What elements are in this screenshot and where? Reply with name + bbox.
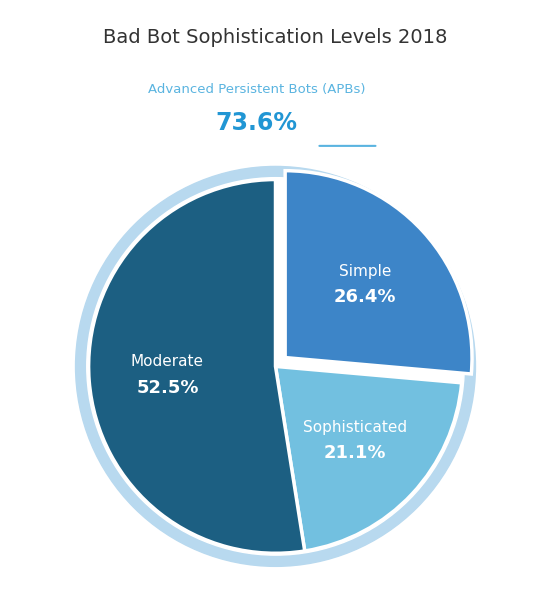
Text: Advanced Persistent Bots (APBs): Advanced Persistent Bots (APBs) <box>148 83 365 97</box>
Text: 26.4%: 26.4% <box>334 288 396 306</box>
Text: Sophisticated: Sophisticated <box>302 420 407 435</box>
Text: 52.5%: 52.5% <box>136 379 199 397</box>
Text: Bad Bot Sophistication Levels 2018: Bad Bot Sophistication Levels 2018 <box>104 28 447 47</box>
Wedge shape <box>89 180 305 554</box>
Circle shape <box>75 167 476 566</box>
Text: 21.1%: 21.1% <box>323 445 386 462</box>
Text: 73.6%: 73.6% <box>216 111 298 135</box>
Wedge shape <box>276 367 462 551</box>
Wedge shape <box>285 171 472 374</box>
Text: Simple: Simple <box>339 264 391 279</box>
Circle shape <box>87 178 464 555</box>
Text: Moderate: Moderate <box>131 354 204 370</box>
